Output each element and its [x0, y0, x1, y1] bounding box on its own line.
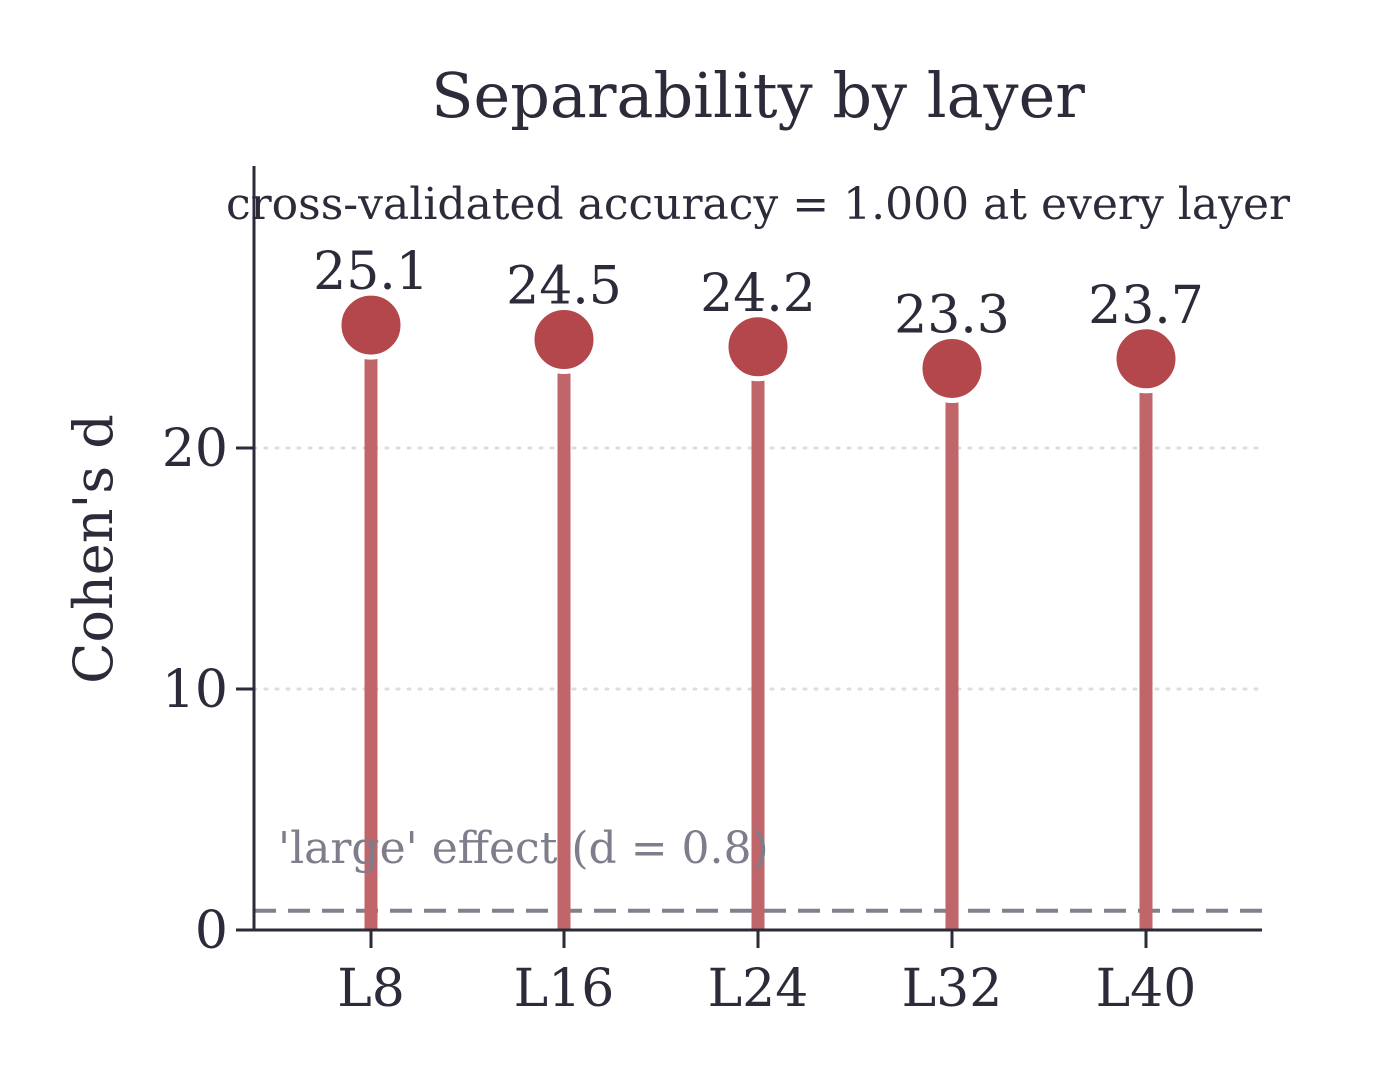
y-tick-label: 20: [162, 419, 228, 479]
marker-layer: [336, 290, 1181, 403]
x-tick-label-l32: L32: [902, 959, 1003, 1019]
reference-layer: [254, 810, 1262, 913]
data-label-l16: 24.5: [506, 257, 622, 317]
data-label-l24: 24.2: [700, 264, 816, 324]
data-label-l8: 25.1: [313, 242, 429, 302]
marker-l8: [336, 290, 406, 360]
y-tick-label: 10: [162, 660, 228, 720]
marker-l40: [1111, 324, 1181, 394]
reference-label: 'large' effect (d = 0.8): [278, 823, 769, 874]
x-tick-label-l16: L16: [514, 959, 615, 1019]
grid-layer: [252, 446, 1264, 691]
axis-layer: 0 10 20 L8 L16 L24 L32 L40: [162, 166, 1262, 1019]
y-tick-label: 0: [195, 901, 228, 961]
x-tick-label-l24: L24: [708, 959, 809, 1019]
reference-label-background: [272, 810, 800, 890]
marker-l32: [917, 333, 987, 403]
chart-subtitle: cross-validated accuracy = 1.000 at ever…: [226, 179, 1291, 230]
data-label-l40: 23.7: [1088, 276, 1204, 336]
label-layer: 'large' effect (d = 0.8) 25.1 24.5 24.2 23.3…: [278, 242, 1204, 874]
data-label-l32: 23.3: [894, 285, 1010, 345]
chart-title: Separability by layer: [431, 59, 1085, 132]
marker-l16: [529, 305, 599, 375]
stem-layer: [364, 325, 1153, 930]
x-tick-label-l40: L40: [1096, 959, 1197, 1019]
marker-l24: [723, 312, 793, 382]
x-tick-label-l8: L8: [337, 959, 405, 1019]
y-axis-label: Cohen's d: [62, 414, 125, 684]
